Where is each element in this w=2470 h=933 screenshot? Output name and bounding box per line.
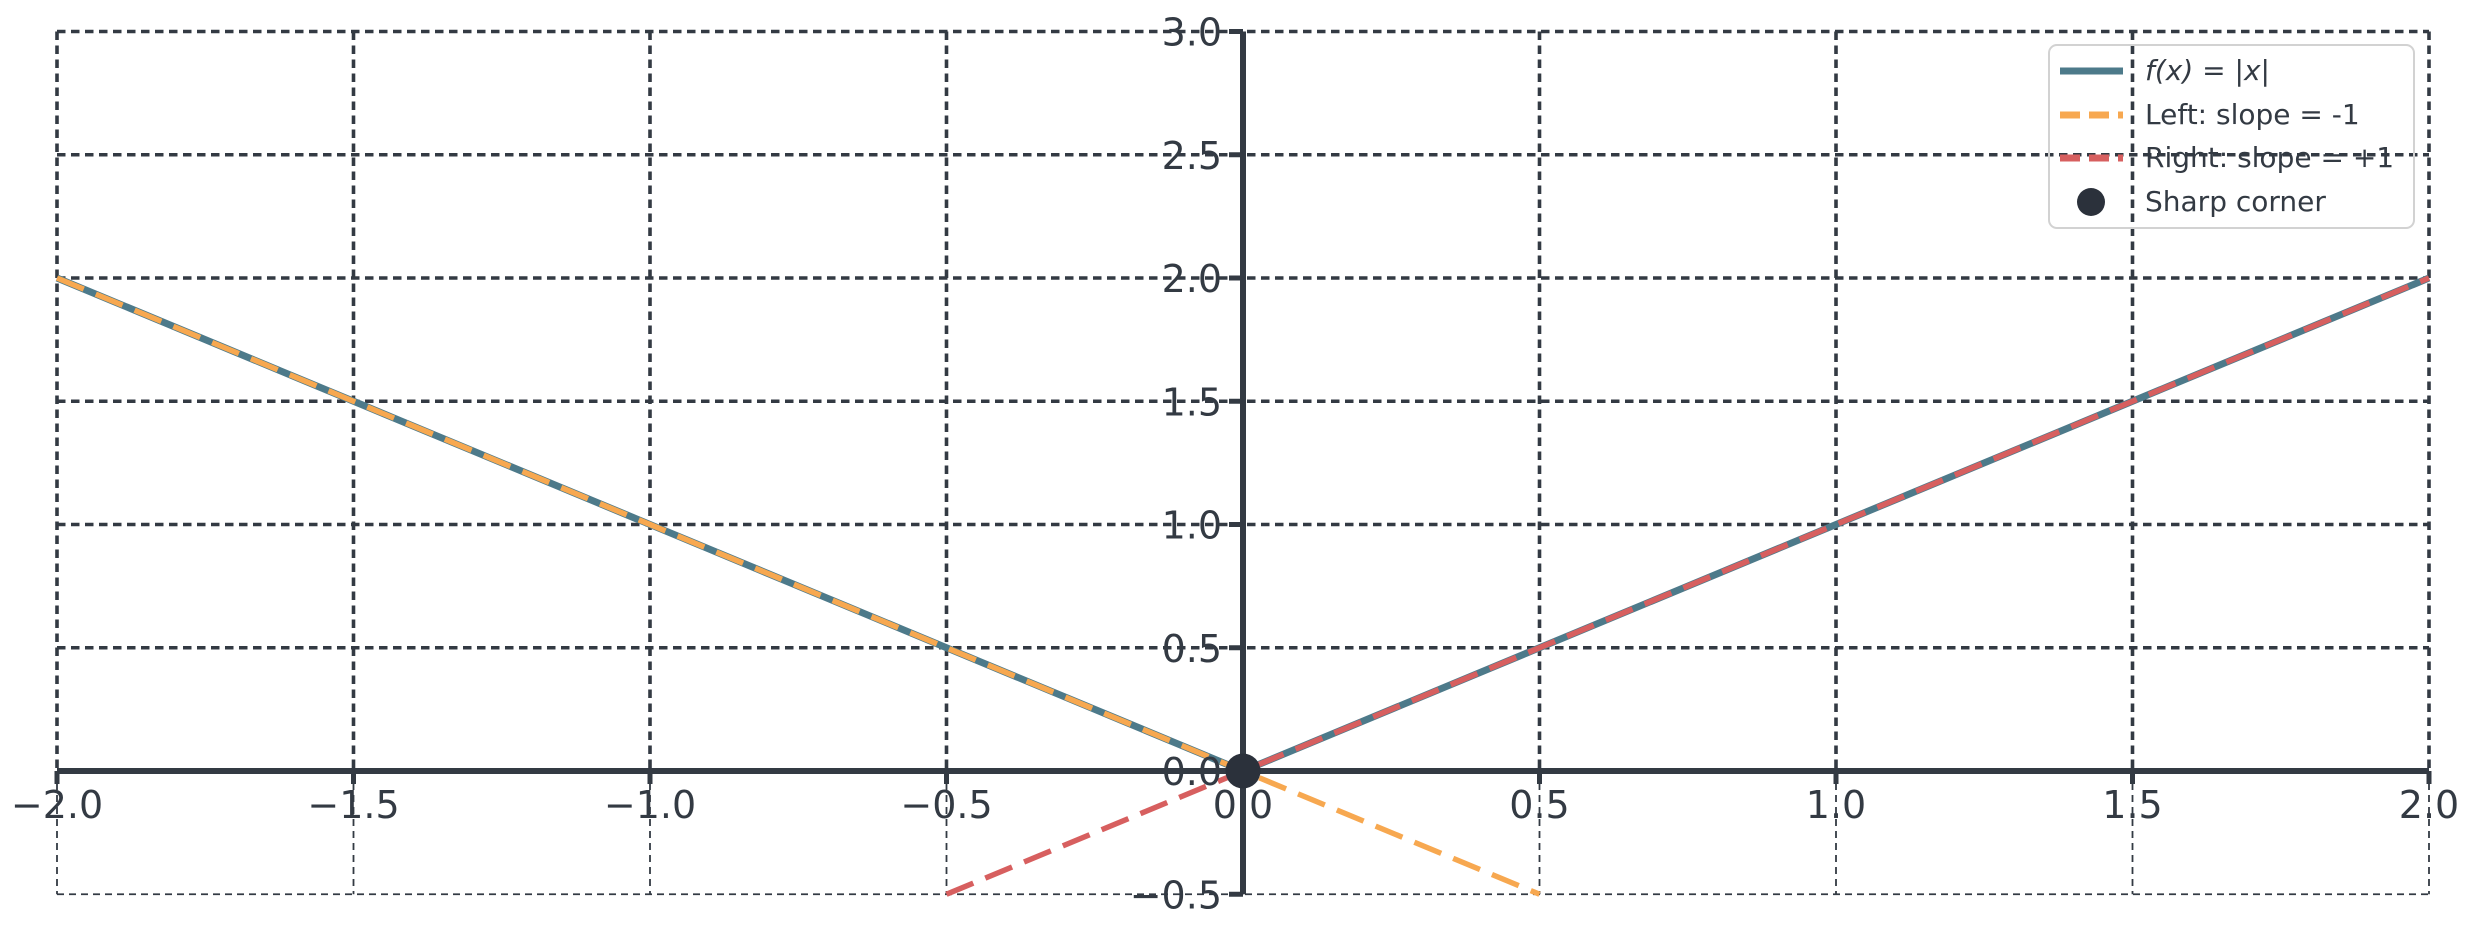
x-tick-label: −1.0 [604,783,696,827]
x-tick-label: 0.5 [1509,783,1569,827]
y-tick-label: 2.0 [1162,257,1222,301]
x-tick-label: −1.5 [307,783,399,827]
y-tick-label: 0.0 [1162,750,1222,794]
x-tick-label: 0.0 [1213,783,1273,827]
x-tick-label: 2.0 [2399,783,2459,827]
legend-item-fx: f(x) = |x| [2058,51,2403,91]
y-tick-label: 0.5 [1162,627,1222,671]
legend-item-right-slope: Right: slope = +1 [2058,138,2403,178]
y-tick-label: 1.5 [1162,380,1222,424]
legend-label-sharp-corner: Sharp corner [2145,184,2326,218]
y-tick-label: 2.5 [1162,134,1222,178]
dashed-line-swatch-icon [2060,111,2123,119]
dashed-line-swatch-icon [2060,154,2123,162]
legend-item-sharp-corner: Sharp corner [2058,182,2403,222]
legend-label-right-slope: Right: slope = +1 [2145,141,2395,175]
sharp-corner-marker [1225,753,1261,789]
x-tick-label: −0.5 [900,783,992,827]
legend-label-left-slope: Left: slope = -1 [2145,97,2360,131]
legend-item-left-slope: Left: slope = -1 [2058,95,2403,135]
y-tick-label: −0.5 [1130,873,1222,917]
series-line [55,275,1541,897]
solid-line-swatch-icon [2060,67,2123,75]
x-tick-label: −2.0 [11,783,103,827]
series-line [945,275,2431,897]
circle-marker-swatch-icon [2077,187,2105,216]
legend: f(x) = |x| Left: slope = -1 Right: slope… [2048,44,2415,229]
legend-label-fx: f(x) = |x| [2145,54,2270,88]
y-tick-label: 3.0 [1162,11,1222,55]
x-tick-label: 1.5 [2102,783,2162,827]
y-tick-label: 1.0 [1162,504,1222,548]
x-tick-label: 1.0 [1806,783,1866,827]
